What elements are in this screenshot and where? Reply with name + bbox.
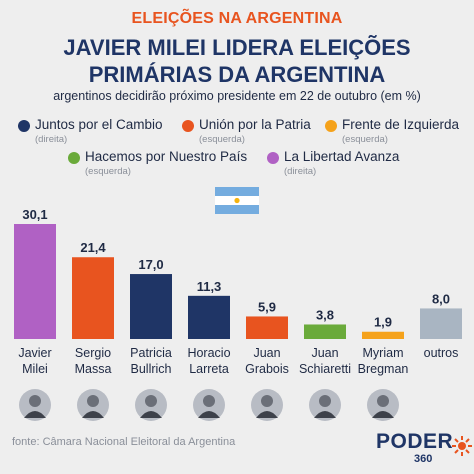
category-label-5-1: Schiaretti <box>299 362 351 376</box>
bar-6 <box>362 331 404 339</box>
category-label-5-0: Juan <box>311 346 338 360</box>
legend-dot <box>267 152 279 164</box>
title-line-1: JAVIER MILEI LIDERA ELEIÇÕES <box>63 35 411 60</box>
bar-0 <box>14 224 56 339</box>
category-label-6-1: Bregman <box>358 362 409 376</box>
value-label-1: 21,4 <box>80 240 106 255</box>
category-label-0-0: Javier <box>18 346 51 360</box>
legend-note: (esquerda) <box>342 134 388 145</box>
category-label-2-1: Bullrich <box>131 362 172 376</box>
category-label-1-0: Sergio <box>75 346 111 360</box>
legend-label: La Libertad Avanza <box>284 149 400 164</box>
page-title: JAVIER MILEI LIDERA ELEIÇÕES PRIMÁRIAS D… <box>0 34 474 88</box>
bar-1 <box>72 257 114 339</box>
source-note: fonte: Câmara Nacional Eleitoral da Arge… <box>12 436 236 448</box>
legend-dot <box>325 120 337 132</box>
bar-5 <box>304 324 346 339</box>
value-label-5: 3,8 <box>316 307 334 322</box>
argentina-flag-icon <box>215 187 259 214</box>
category-label-4-1: Grabois <box>245 362 289 376</box>
legend-label: Unión por la Patria <box>199 117 311 132</box>
legend-label: Frente de Izquierda <box>342 117 460 132</box>
value-label-4: 5,9 <box>258 299 276 314</box>
category-label-1-1: Massa <box>75 362 112 376</box>
value-label-2: 17,0 <box>138 257 163 272</box>
value-label-3: 11,3 <box>197 279 222 294</box>
candidate-photo-4 <box>251 389 283 421</box>
legend-dot <box>18 120 30 132</box>
sunburst-icon <box>452 436 472 456</box>
category-label-3-0: Horacio <box>187 346 230 360</box>
category-label-2-0: Patricia <box>130 346 172 360</box>
legend-note: (esquerda) <box>85 166 131 177</box>
logo-text: PODER <box>376 430 454 453</box>
bar-4 <box>246 316 288 339</box>
legend-note: (esquerda) <box>199 134 245 145</box>
legend-dot <box>182 120 194 132</box>
category-label-4-0: Juan <box>253 346 280 360</box>
legend-dot <box>68 152 80 164</box>
category-label-6-0: Myriam <box>363 346 404 360</box>
candidate-photo-5 <box>309 389 341 421</box>
legend-note: (direita) <box>35 134 68 145</box>
logo-sub: 360 <box>414 453 433 465</box>
bar-2 <box>130 274 172 339</box>
category-label-7-0: outros <box>424 346 459 360</box>
bar-3 <box>188 295 230 339</box>
subtitle: argentinos decidirão próximo presidente … <box>53 89 421 103</box>
value-label-7: 8,0 <box>432 291 450 306</box>
value-label-0: 30,1 <box>22 207 47 222</box>
candidate-photo-0 <box>19 389 51 421</box>
legend-label: Juntos por el Cambio <box>35 117 163 132</box>
legend-label: Hacemos por Nuestro País <box>85 149 248 164</box>
category-label-3-1: Larreta <box>189 362 229 376</box>
legend: Juntos por el Cambio (direita) Unión por… <box>18 117 474 181</box>
category-label-0-1: Milei <box>22 362 48 376</box>
candidate-photo-2 <box>135 389 167 421</box>
candidate-photo-6 <box>367 389 399 421</box>
candidate-photo-3 <box>193 389 225 421</box>
candidate-photo-1 <box>77 389 109 421</box>
poder360-logo: PODER 360 <box>376 428 472 470</box>
value-label-6: 1,9 <box>374 315 392 330</box>
title-line-2: PRIMÁRIAS DA ARGENTINA <box>88 62 386 87</box>
kicker: ELEIÇÕES NA ARGENTINA <box>131 10 343 27</box>
bar-7 <box>420 308 462 339</box>
legend-note: (direita) <box>284 166 317 177</box>
